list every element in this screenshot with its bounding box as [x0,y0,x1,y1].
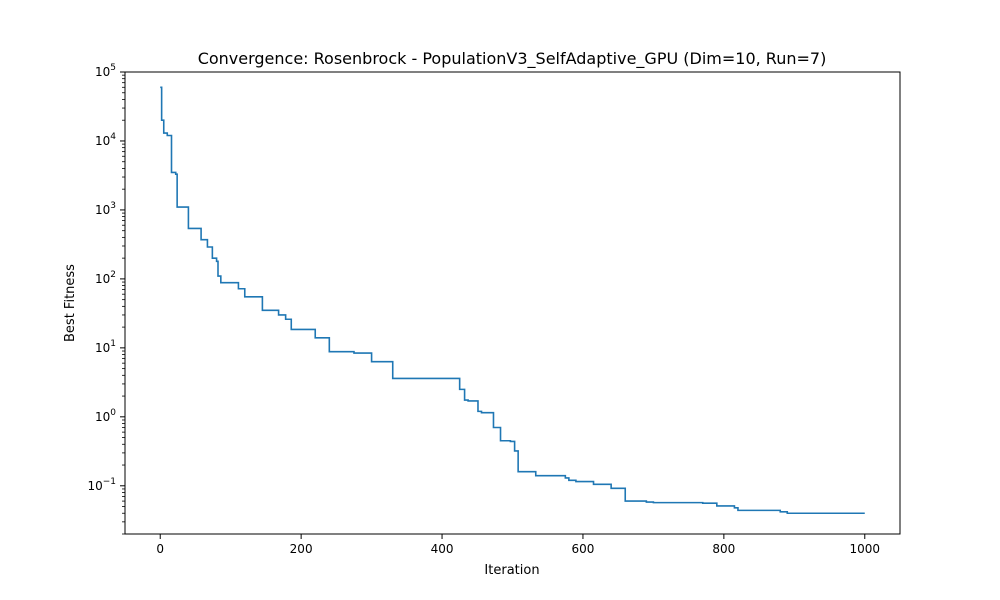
y-tick-base: 10 [95,410,110,424]
y-tick-base: 10 [95,134,110,148]
y-tick-label: 105 [95,63,116,79]
chart-title: Convergence: Rosenbrock - PopulationV3_S… [198,49,827,69]
y-tick-base: 10 [95,203,110,217]
x-tick-label: 200 [290,542,313,556]
y-tick-label: 101 [95,339,116,355]
x-tick-label: 400 [431,542,454,556]
x-tick-label: 800 [712,542,735,556]
y-tick-label: 100 [95,408,116,424]
y-tick-base: 10 [95,65,110,79]
x-tick-label: 1000 [849,542,880,556]
plot-frame [124,71,901,535]
plot-area [125,72,900,534]
y-tick-base: 10 [95,341,110,355]
x-tick-label: 0 [156,542,164,556]
x-axis-label: Iteration [484,563,539,578]
y-tick-label: 10−1 [87,477,116,493]
y-tick-base: 10 [87,479,102,493]
y-tick-exponent: 0 [110,408,116,418]
x-tick-label: 600 [572,542,595,556]
y-tick-exponent: 3 [110,201,116,211]
y-tick-label: 102 [95,270,116,286]
series-line-0 [160,86,865,515]
y-tick-exponent: 2 [110,270,116,280]
y-axis-label: Best Fitness [63,264,78,342]
y-tick-exponent: 4 [110,132,116,142]
y-tick-exponent: 1 [110,339,116,349]
chart-marks [160,86,865,515]
y-tick-exponent: 5 [110,63,116,73]
y-tick-exponent: −1 [103,477,116,487]
y-tick-base: 10 [95,272,110,286]
y-tick-label: 104 [95,132,116,148]
y-tick-label: 103 [95,201,116,217]
